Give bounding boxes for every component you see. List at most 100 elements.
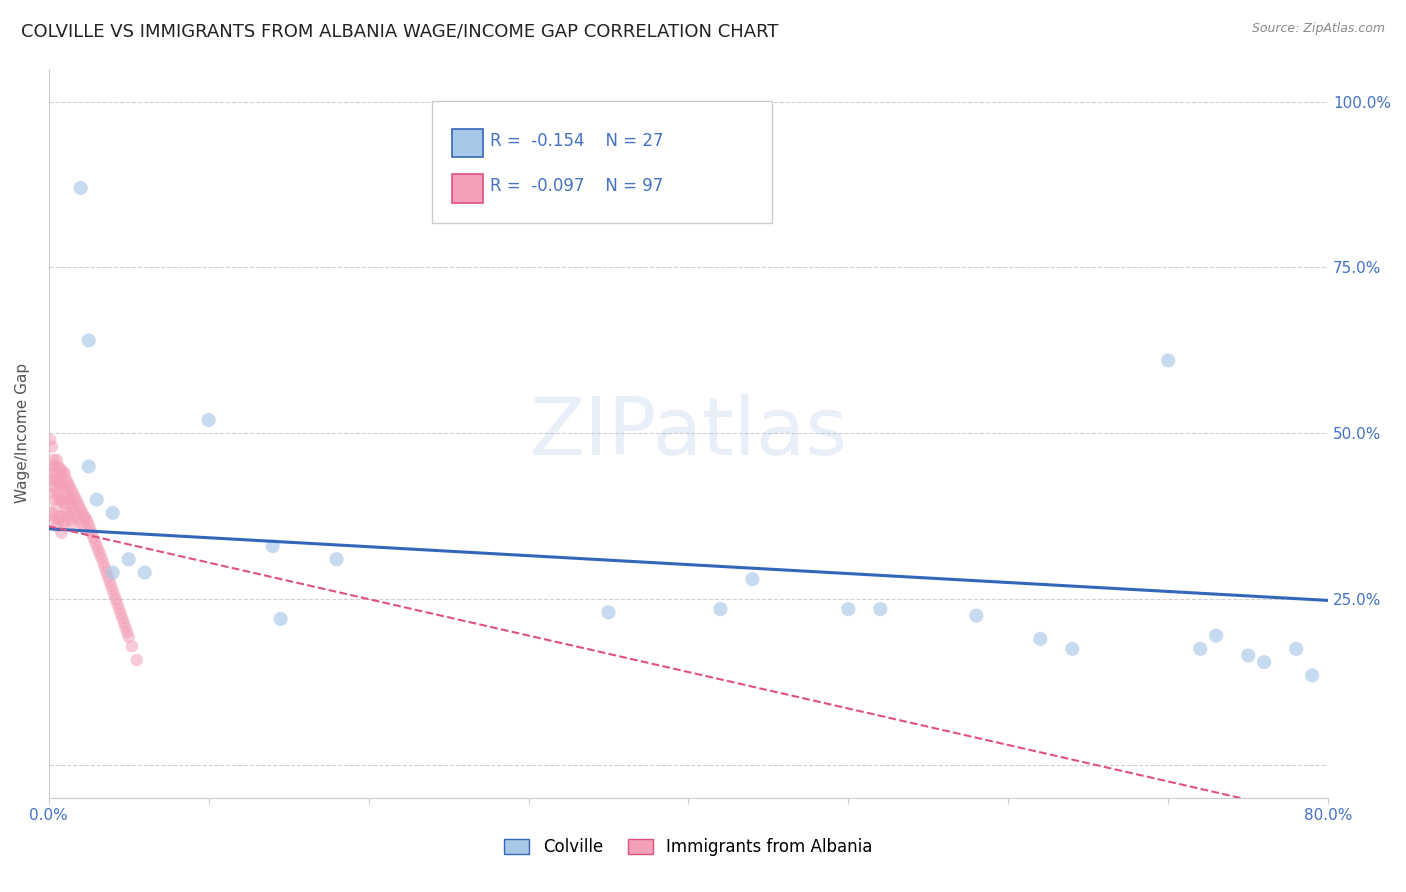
Point: [91, 556, 114, 570]
Point: [103, 588, 125, 602]
Point: [62, 500, 84, 514]
Point: [65, 492, 87, 507]
Point: [262, 539, 284, 553]
Point: [42, 486, 65, 500]
Point: [44, 492, 66, 507]
Point: [51, 476, 73, 491]
Point: [46, 473, 69, 487]
Text: COLVILLE VS IMMIGRANTS FROM ALBANIA WAGE/INCOME GAP CORRELATION CHART: COLVILLE VS IMMIGRANTS FROM ALBANIA WAGE…: [21, 22, 779, 40]
Point: [73, 509, 96, 524]
Point: [67, 500, 90, 514]
Point: [41, 459, 63, 474]
Point: [42, 509, 65, 524]
Point: [62, 516, 84, 530]
Point: [101, 583, 124, 598]
Point: [44, 512, 66, 526]
Point: [76, 514, 98, 528]
Point: [86, 492, 108, 507]
Point: [100, 579, 122, 593]
Point: [98, 574, 121, 589]
Point: [101, 506, 124, 520]
Text: R =  -0.154    N = 27: R = -0.154 N = 27: [491, 132, 664, 150]
Point: [741, 572, 763, 586]
Point: [115, 625, 138, 640]
Point: [56, 476, 79, 491]
Point: [101, 566, 124, 580]
Point: [58, 509, 80, 524]
Point: [45, 519, 67, 533]
Point: [837, 602, 859, 616]
Point: [197, 413, 219, 427]
Point: [73, 520, 96, 534]
Point: [112, 615, 135, 630]
Text: R =  -0.097    N = 97: R = -0.097 N = 97: [491, 178, 664, 195]
Point: [90, 551, 112, 566]
Point: [39, 433, 62, 447]
Point: [46, 489, 69, 503]
Point: [69, 502, 91, 516]
Point: [56, 489, 79, 503]
Point: [97, 569, 120, 583]
Point: [77, 459, 100, 474]
Point: [118, 552, 141, 566]
Text: ZIPatlas: ZIPatlas: [530, 394, 848, 472]
Point: [49, 463, 72, 477]
Point: [93, 560, 115, 574]
Point: [52, 479, 75, 493]
Y-axis label: Wage/Income Gap: Wage/Income Gap: [15, 363, 30, 503]
Point: [125, 653, 148, 667]
Point: [45, 452, 67, 467]
Point: [96, 565, 118, 579]
Point: [1029, 632, 1052, 646]
Point: [118, 630, 141, 644]
Point: [1189, 641, 1212, 656]
Point: [134, 566, 156, 580]
Point: [325, 552, 347, 566]
Point: [49, 512, 72, 526]
Point: [41, 479, 63, 493]
Point: [63, 502, 86, 516]
Point: [45, 500, 67, 514]
Point: [77, 334, 100, 348]
Point: [72, 506, 94, 520]
Point: [65, 507, 87, 521]
Point: [114, 621, 136, 635]
Point: [42, 466, 65, 480]
Point: [49, 476, 72, 491]
Point: [83, 531, 105, 545]
Point: [75, 511, 97, 525]
Point: [45, 483, 67, 497]
Point: [51, 492, 73, 507]
Point: [52, 496, 75, 510]
Point: [108, 602, 131, 616]
Point: [55, 473, 77, 487]
Point: [66, 496, 89, 510]
Point: [84, 535, 107, 549]
Point: [58, 492, 80, 507]
Point: [709, 602, 731, 616]
Point: [49, 492, 72, 507]
Point: [41, 506, 63, 520]
Point: [69, 181, 91, 195]
Point: [598, 606, 620, 620]
Point: [1205, 629, 1227, 643]
Point: [53, 516, 76, 530]
Point: [53, 496, 76, 510]
Point: [1062, 641, 1084, 656]
Point: [41, 440, 63, 454]
Point: [58, 479, 80, 493]
Point: [42, 452, 65, 467]
Legend: Colville, Immigrants from Albania: Colville, Immigrants from Albania: [498, 831, 879, 863]
Point: [69, 516, 91, 530]
Point: [1237, 648, 1260, 663]
Point: [104, 592, 127, 607]
Point: [52, 466, 75, 480]
Point: [60, 483, 83, 497]
Point: [62, 486, 84, 500]
Point: [77, 517, 100, 532]
Point: [53, 466, 76, 480]
Point: [63, 489, 86, 503]
Point: [55, 506, 77, 520]
Text: Source: ZipAtlas.com: Source: ZipAtlas.com: [1251, 22, 1385, 36]
Point: [79, 523, 101, 537]
